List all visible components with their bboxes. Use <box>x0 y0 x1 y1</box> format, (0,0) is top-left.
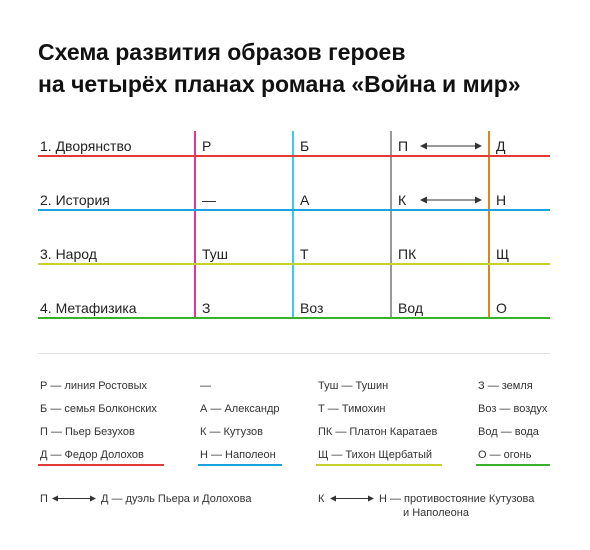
legend-underline-blue <box>198 464 282 466</box>
row-line-green <box>38 317 550 319</box>
row-label-metaphysics: 4. Метафизика <box>40 300 137 316</box>
legend-item: О — огонь <box>478 449 532 461</box>
legend-item: Воз — воздух <box>478 403 548 415</box>
row-label-people: 3. Народ <box>40 246 97 262</box>
cell-timokhin: Т <box>300 246 309 262</box>
column-line-orange <box>488 131 490 318</box>
footnote-duel-from: П <box>40 493 48 505</box>
cell-karataev: ПК <box>398 246 417 262</box>
legend-item: ПК — Платон Каратаев <box>318 426 438 438</box>
legend-item: К — Кутузов <box>200 426 263 438</box>
row-line-yellow <box>38 263 550 265</box>
cell-alexander: А <box>300 192 310 208</box>
cell-water: Вод <box>398 300 423 316</box>
legend-item: А — Александр <box>200 403 280 415</box>
double-arrow-icon <box>52 495 96 502</box>
cell-fire: О <box>496 300 507 316</box>
legend-item: П — Пьер Безухов <box>40 426 135 438</box>
legend-item: Н — Наполеон <box>200 449 276 461</box>
cell-air: Воз <box>300 300 324 316</box>
cell-earth: З <box>202 300 211 316</box>
double-arrow-icon <box>330 495 374 502</box>
row-line-blue <box>38 209 550 211</box>
double-arrow-icon <box>420 142 482 150</box>
legend-underline-red <box>38 464 164 466</box>
legend-item: З — земля <box>478 380 533 392</box>
footnote-opposition-line2: и Наполеона <box>403 507 469 519</box>
row-label-history: 2. История <box>40 192 110 208</box>
legend-item: Б — семья Болконских <box>40 403 157 415</box>
legend-underline-green <box>476 464 550 466</box>
legend-item: Туш — Тушин <box>318 380 389 392</box>
cell-kutuzov: К <box>398 192 407 208</box>
row-line-red <box>38 155 550 157</box>
legend-item: Щ — Тихон Щербатый <box>318 449 432 461</box>
legend-item: Вод — вода <box>478 426 539 438</box>
row-label-nobility: 1. Дворянство <box>40 138 132 154</box>
cell-shcherbaty: Щ <box>496 246 510 262</box>
legend-item: Р — линия Ростовых <box>40 380 147 392</box>
legend-item: Д — Федор Долохов <box>40 449 144 461</box>
legend-item: Т — Тимохин <box>318 403 386 415</box>
separator <box>38 353 550 354</box>
cell-dash: — <box>202 192 216 208</box>
footnote-duel-text: Д — дуэль Пьера и Долохова <box>101 493 252 505</box>
cell-dolokhov: Д <box>496 138 506 154</box>
column-line-cyan <box>292 131 294 318</box>
diagram-title: Схема развития образов героев на четырёх… <box>38 36 521 100</box>
legend-underline-yellow <box>316 464 442 466</box>
column-line-gray <box>390 131 392 318</box>
footnote-opposition-from: К <box>318 493 325 505</box>
cell-pierre: П <box>398 138 409 154</box>
footnote-opposition-text: Н — противостояние Кутузова и Наполеона <box>379 492 534 520</box>
double-arrow-icon <box>420 196 482 204</box>
cell-rostov: Р <box>202 138 212 154</box>
column-line-magenta <box>194 131 196 318</box>
legend-item: — <box>200 380 211 392</box>
title-line-1: Схема развития образов героев <box>38 39 406 65</box>
footnote-opposition-line1: Н — противостояние Кутузова <box>379 493 535 505</box>
cell-tushin: Туш <box>202 246 228 262</box>
cell-napoleon: Н <box>496 192 507 208</box>
cell-bolkonsky: Б <box>300 138 310 154</box>
title-line-2: на четырёх планах романа «Война и мир» <box>38 71 521 97</box>
